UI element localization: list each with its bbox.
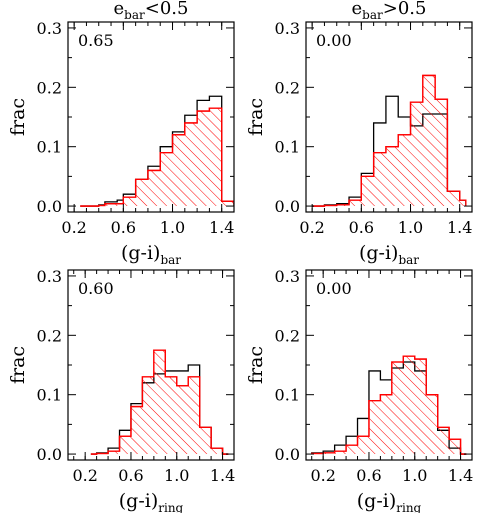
series-red-outline-top <box>80 107 234 207</box>
x-tick-label: 1.4 <box>209 218 234 237</box>
x-axis-label: (g-i)ring <box>357 490 422 513</box>
x-axis-label: (g-i)ring <box>119 490 184 513</box>
plot-area <box>90 349 229 455</box>
y-tick-label: 0.0 <box>37 197 62 216</box>
y-tick-label: 0.0 <box>37 445 62 464</box>
x-tick-label: 0.6 <box>356 466 381 485</box>
x-tick-label: 1.0 <box>164 466 189 485</box>
panel-title: ebar>0.5 <box>352 0 427 22</box>
series-red-hatch-fill <box>312 75 466 207</box>
x-tick-label: 0.6 <box>118 466 143 485</box>
y-tick-label: 0.2 <box>37 78 62 97</box>
panel-annotation: 0.60 <box>78 279 114 298</box>
panel-annotation: 0.65 <box>78 31 114 50</box>
x-tick-label: 0.2 <box>61 218 86 237</box>
x-axis-label: (g-i)bar <box>121 242 181 267</box>
series-red-outline-top <box>312 74 466 207</box>
x-tick-label: 1.0 <box>398 218 423 237</box>
x-tick-label: 0.2 <box>310 466 335 485</box>
plot-area <box>80 95 234 207</box>
y-tick-label: 0.3 <box>275 267 300 286</box>
y-tick-label: 0.2 <box>275 78 300 97</box>
x-tick-label: 0.2 <box>72 466 97 485</box>
panel-4: 0.2 0.6 1.0 1.4 0.0 0.1 0.2 0.3 0.00 frac <box>245 267 473 485</box>
y-tick-label: 0.1 <box>37 138 62 157</box>
x-tick-label: 0.2 <box>299 218 324 237</box>
x-tick-label: 1.4 <box>448 466 473 485</box>
series-red-hatch-fill <box>90 350 229 455</box>
y-tick-label: 0.3 <box>37 19 62 38</box>
x-tick-label: 0.6 <box>111 218 136 237</box>
series-red-hatch-fill <box>80 108 234 207</box>
series-red-outline-top <box>311 355 467 455</box>
x-tick-label: 1.0 <box>160 218 185 237</box>
y-tick-label: 0.1 <box>37 386 62 405</box>
series-red-hatch-fill <box>311 356 467 455</box>
x-tick-label: 1.4 <box>447 218 472 237</box>
panel-3: 0.2 0.6 1.0 1.4 0.0 0.1 0.2 0.3 0.60 frac <box>7 267 235 485</box>
y-axis-label: frac <box>245 98 267 136</box>
y-tick-label: 0.1 <box>275 138 300 157</box>
plot-area <box>311 355 467 455</box>
plot-area <box>312 74 467 207</box>
panel-annotation: 0.00 <box>316 31 352 50</box>
y-tick-label: 0.0 <box>275 197 300 216</box>
panel-annotation: 0.00 <box>316 279 352 298</box>
panel-2: 0.2 0.6 1.0 1.4 0.0 0.1 0.2 0.3 0.00 frac <box>245 19 473 237</box>
y-tick-label: 0.1 <box>275 386 300 405</box>
y-tick-label: 0.0 <box>275 445 300 464</box>
panel-1: 0.2 0.6 1.0 1.4 0.0 0.1 0.2 0.3 0.65 frac <box>7 19 235 237</box>
panel-title: ebar<0.5 <box>114 0 189 22</box>
y-tick-label: 0.2 <box>37 326 62 345</box>
series-red-outline-top <box>90 349 229 455</box>
x-axis-label: (g-i)bar <box>359 242 419 267</box>
y-tick-label: 0.2 <box>275 326 300 345</box>
x-tick-label: 1.0 <box>402 466 427 485</box>
y-axis-label: frac <box>245 346 267 384</box>
x-tick-label: 1.4 <box>210 466 235 485</box>
y-axis-label: frac <box>7 98 29 136</box>
y-tick-label: 0.3 <box>37 267 62 286</box>
y-axis-label: frac <box>7 346 29 384</box>
y-tick-label: 0.3 <box>275 19 300 38</box>
x-tick-label: 0.6 <box>349 218 374 237</box>
